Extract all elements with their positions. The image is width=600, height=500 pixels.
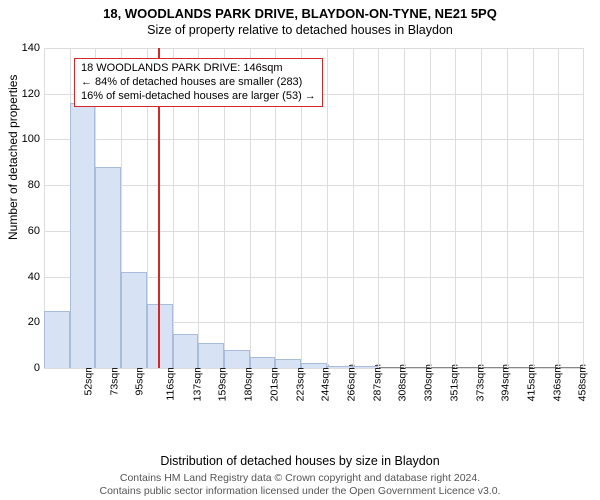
histogram-bar bbox=[173, 334, 199, 368]
histogram-bar bbox=[121, 272, 147, 368]
gridline-h bbox=[44, 48, 584, 49]
histogram-bar bbox=[250, 357, 276, 368]
histogram-bar bbox=[327, 366, 353, 368]
plot-area: 52sqm 73sqm 95sqm 116sqm 137sqm 159sqm 180sqm 2… bbox=[44, 48, 584, 428]
annotation-line: 18 WOODLANDS PARK DRIVE: 146sqm bbox=[81, 62, 316, 76]
y-tick-label: 80 bbox=[10, 179, 40, 191]
x-tick-label: 415sqm bbox=[525, 364, 537, 401]
histogram-bar bbox=[275, 359, 301, 368]
y-tick-label: 40 bbox=[10, 271, 40, 283]
gridline-v bbox=[507, 48, 508, 368]
gridline-v bbox=[558, 48, 559, 368]
footer-line-2: Contains public sector information licen… bbox=[0, 485, 600, 498]
gridline-v bbox=[378, 48, 379, 368]
x-tick-label: 95sqm bbox=[134, 364, 146, 396]
annotation-line: ← 84% of detached houses are smaller (28… bbox=[81, 76, 316, 90]
footer-line-1: Contains HM Land Registry data © Crown c… bbox=[0, 472, 600, 485]
histogram-bar bbox=[70, 103, 96, 368]
gridline-h bbox=[44, 139, 584, 140]
y-tick-label: 100 bbox=[10, 133, 40, 145]
chart-area: 52sqm73sqm95sqm116sqm137sqm159sqm180sqm2… bbox=[44, 48, 584, 368]
gridline-v bbox=[481, 48, 482, 368]
x-tick-label: 244sqm bbox=[320, 364, 332, 401]
histogram-bar bbox=[301, 363, 327, 368]
x-tick-label: 159sqm bbox=[217, 364, 229, 401]
x-tick-label: 201sqm bbox=[268, 364, 280, 401]
gridline-v bbox=[455, 48, 456, 368]
gridline-v bbox=[404, 48, 405, 368]
x-tick-label: 394sqm bbox=[500, 364, 512, 401]
gridline-v bbox=[583, 48, 584, 368]
histogram-bar bbox=[95, 167, 121, 368]
y-tick-label: 140 bbox=[10, 42, 40, 54]
x-tick-label: 373sqm bbox=[474, 364, 486, 401]
gridline-h bbox=[44, 231, 584, 232]
x-tick-label: 330sqm bbox=[423, 364, 435, 401]
x-tick-label: 73sqm bbox=[108, 364, 120, 396]
gridline-v bbox=[430, 48, 431, 368]
histogram-bar bbox=[198, 343, 224, 368]
x-tick-label: 137sqm bbox=[191, 364, 203, 401]
y-tick-label: 20 bbox=[10, 316, 40, 328]
gridline-v bbox=[533, 48, 534, 368]
y-tick-label: 120 bbox=[10, 88, 40, 100]
x-tick-label: 351sqm bbox=[448, 364, 460, 401]
histogram-bar bbox=[44, 311, 70, 368]
histogram-bar bbox=[224, 350, 250, 368]
gridline-v bbox=[327, 48, 328, 368]
chart-container: 18, WOODLANDS PARK DRIVE, BLAYDON-ON-TYN… bbox=[0, 0, 600, 500]
gridline-h bbox=[44, 185, 584, 186]
x-tick-label: 287sqm bbox=[371, 364, 383, 401]
y-tick-label: 0 bbox=[10, 362, 40, 374]
title-subtitle: Size of property relative to detached ho… bbox=[0, 21, 600, 37]
annotation-line: 16% of semi-detached houses are larger (… bbox=[81, 90, 316, 104]
annotation-box: 18 WOODLANDS PARK DRIVE: 146sqm← 84% of … bbox=[74, 58, 323, 107]
x-tick-label: 458sqm bbox=[577, 364, 589, 401]
x-tick-label: 266sqm bbox=[345, 364, 357, 401]
histogram-bar bbox=[353, 366, 379, 368]
footer-attribution: Contains HM Land Registry data © Crown c… bbox=[0, 472, 600, 498]
x-tick-label: 180sqm bbox=[243, 364, 255, 401]
x-tick-label: 116sqm bbox=[165, 364, 177, 401]
title-address: 18, WOODLANDS PARK DRIVE, BLAYDON-ON-TYN… bbox=[0, 0, 600, 21]
x-tick-label: 52sqm bbox=[82, 364, 94, 396]
x-tick-label: 223sqm bbox=[294, 364, 306, 401]
x-tick-label: 436sqm bbox=[551, 364, 563, 401]
x-axis-label: Distribution of detached houses by size … bbox=[0, 454, 600, 468]
y-tick-label: 60 bbox=[10, 225, 40, 237]
x-tick-label: 308sqm bbox=[397, 364, 409, 401]
gridline-v bbox=[353, 48, 354, 368]
